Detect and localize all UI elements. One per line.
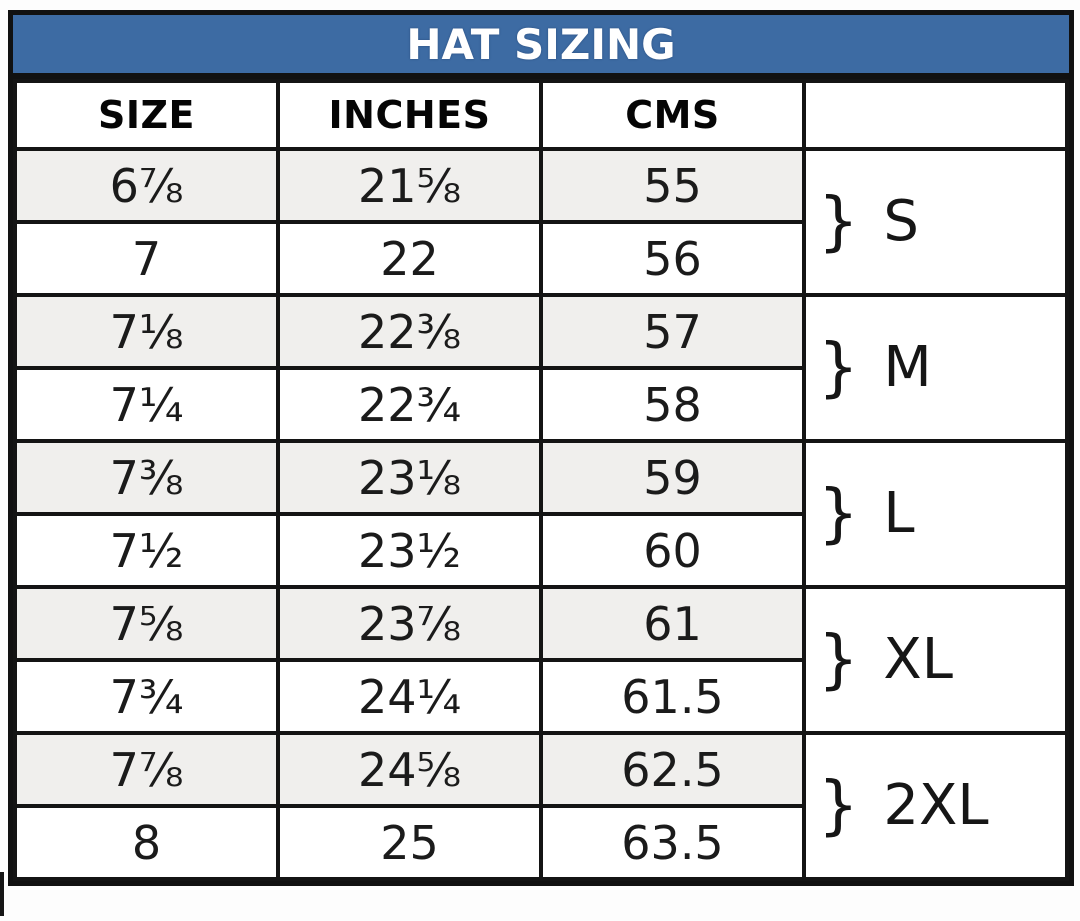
cms-cell: 57 xyxy=(539,293,806,370)
table-row: 6⅞ 21⅝ 55 } S xyxy=(13,147,1069,297)
hat-sizing-table: SIZE INCHES CMS 6⅞ 21⅝ 55 } S 7 xyxy=(13,79,1069,881)
brace-icon: } xyxy=(818,185,859,259)
group-cell-xl: } XL xyxy=(802,585,1069,735)
inches-cell: 23⅛ xyxy=(276,439,543,516)
group-cell-l: } L xyxy=(802,439,1069,589)
inches-cell: 22⅜ xyxy=(276,293,543,370)
table-row: 7¼ 22¾ 58 xyxy=(13,366,1067,443)
size-cell: 7¼ xyxy=(13,366,280,443)
column-header-cms: CMS xyxy=(539,79,806,151)
group-cell-m: } M xyxy=(802,293,1069,443)
scan-artifact xyxy=(0,872,4,916)
inches-cell: 25 xyxy=(276,804,543,881)
table-row: 7⅛ 22⅜ 57 } M xyxy=(13,293,1069,443)
size-cell: 7 xyxy=(13,220,280,297)
group-label: XL xyxy=(883,627,953,692)
table-row: 7¾ 24¼ 61.5 xyxy=(13,658,1067,735)
group-label: L xyxy=(883,481,915,546)
brace-icon: } xyxy=(818,623,859,697)
inches-cell: 22 xyxy=(276,220,543,297)
column-header-group xyxy=(802,79,1069,151)
cms-cell: 55 xyxy=(539,147,806,224)
table-row: 8 25 63.5 xyxy=(13,804,1067,881)
group-cell-s: } S xyxy=(802,147,1069,297)
column-header-size: SIZE xyxy=(13,79,280,151)
group-cell-2xl: } 2XL xyxy=(802,731,1069,881)
cms-cell: 60 xyxy=(539,512,806,589)
table-row: 7⅞ 24⅝ 62.5 } 2XL xyxy=(13,731,1069,881)
cms-cell: 61 xyxy=(539,585,806,662)
group-label: 2XL xyxy=(883,773,989,838)
cms-cell: 59 xyxy=(539,439,806,516)
inches-cell: 22¾ xyxy=(276,366,543,443)
size-cell: 7¾ xyxy=(13,658,280,735)
brace-icon: } xyxy=(818,331,859,405)
header-row: SIZE INCHES CMS xyxy=(13,79,1069,151)
table-row: 7⅜ 23⅛ 59 } L xyxy=(13,439,1069,589)
table-row: 7½ 23½ 60 xyxy=(13,512,1067,589)
inches-cell: 23½ xyxy=(276,512,543,589)
inches-cell: 24¼ xyxy=(276,658,543,735)
size-cell: 7⅛ xyxy=(13,293,280,370)
group-label: M xyxy=(883,335,932,400)
hat-sizing-chart: HAT SIZING SIZE INCHES CMS 6⅞ 21⅝ 55 } xyxy=(8,10,1074,886)
brace-icon: } xyxy=(818,769,859,843)
inches-cell: 24⅝ xyxy=(276,731,543,808)
page-title: HAT SIZING xyxy=(13,15,1069,79)
size-cell: 8 xyxy=(13,804,280,881)
column-header-inches: INCHES xyxy=(276,79,543,151)
inches-cell: 21⅝ xyxy=(276,147,543,224)
cms-cell: 56 xyxy=(539,220,806,297)
table-row: 7 22 56 xyxy=(13,220,1067,297)
table-row: 7⅝ 23⅞ 61 } XL xyxy=(13,585,1069,735)
inches-cell: 23⅞ xyxy=(276,585,543,662)
brace-icon: } xyxy=(818,477,859,551)
size-cell: 7⅞ xyxy=(13,731,280,808)
cms-cell: 62.5 xyxy=(539,731,806,808)
group-label: S xyxy=(883,189,919,254)
size-cell: 7⅜ xyxy=(13,439,280,516)
size-cell: 6⅞ xyxy=(13,147,280,224)
cms-cell: 61.5 xyxy=(539,658,806,735)
size-cell: 7½ xyxy=(13,512,280,589)
size-cell: 7⅝ xyxy=(13,585,280,662)
cms-cell: 63.5 xyxy=(539,804,806,881)
cms-cell: 58 xyxy=(539,366,806,443)
